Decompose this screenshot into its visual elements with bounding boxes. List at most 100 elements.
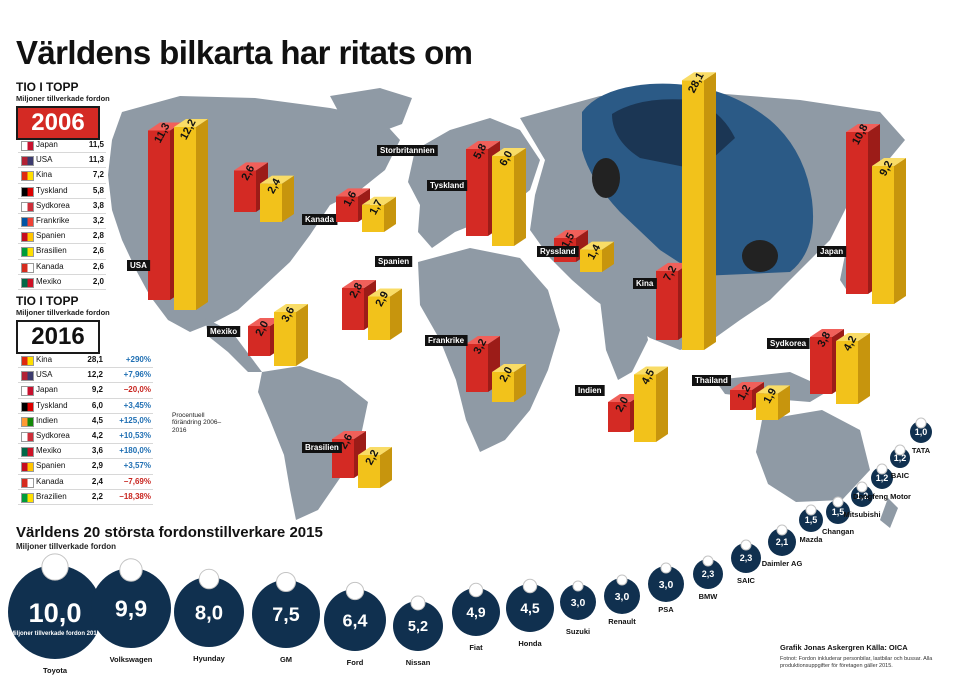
bubble-value: 4,5 xyxy=(520,600,540,616)
country-name: Kanada xyxy=(36,261,64,271)
production-value: 3,8 xyxy=(92,200,104,210)
manufacturer-bubble: 2,1 Daimler AG xyxy=(762,524,803,568)
production-value: 12,2 xyxy=(87,370,103,380)
country-label: Storbritannien xyxy=(380,146,435,155)
flag-icon xyxy=(21,416,34,427)
table-row: Frankrike 3,2 xyxy=(18,214,106,230)
manufacturer-bubble: 1,2 BAIC xyxy=(890,444,910,480)
manufacturer-name: Renault xyxy=(608,617,636,626)
manufacturer-bubble: 3,0 Renault xyxy=(604,574,640,626)
table-row: Mexiko 3,6 +180,0% xyxy=(18,444,153,460)
bubble-circle xyxy=(693,559,723,589)
manufacturer-bubble: 9,9 Volkswagen xyxy=(91,558,171,664)
manufacturer-name: Nissan xyxy=(406,658,431,667)
flag-icon xyxy=(21,401,34,412)
year-2016-badge: 2016 xyxy=(16,320,100,354)
bubble-circle xyxy=(91,568,171,648)
production-value: 11,5 xyxy=(88,140,104,149)
country-label-bg xyxy=(425,335,468,346)
bubble-circle xyxy=(604,578,640,614)
country-label-bg xyxy=(633,278,657,289)
production-value: 4,2 xyxy=(91,430,103,440)
production-value: 9,2 xyxy=(91,385,103,395)
flag-icon xyxy=(21,477,34,488)
brand-logo-icon xyxy=(876,463,888,475)
bubble-circle xyxy=(393,601,443,651)
table-row: Kanada 2,4 –7,69% xyxy=(18,475,153,490)
brand-logo-icon xyxy=(119,558,143,582)
country-name: Mexiko xyxy=(36,446,62,456)
percent-change: –18,38% xyxy=(119,491,151,501)
bubble-circle xyxy=(648,566,684,602)
table-row: Japan 11,5 xyxy=(18,138,106,154)
country-name: Tyskland xyxy=(36,185,68,195)
production-value: 28,1 xyxy=(87,355,103,364)
brand-logo-icon xyxy=(275,571,297,593)
bubble-circle xyxy=(799,508,823,532)
country-name: Kina xyxy=(36,355,53,364)
manufacturer-bubble: 2,3 BMW xyxy=(693,555,723,601)
manufacturer-name: Hyunday xyxy=(193,654,226,663)
car-wheel-rear xyxy=(592,158,620,198)
brand-logo-icon xyxy=(832,496,844,508)
manufacturer-bubbles: 10,0 Toyota Miljoner tillverkade fordon 20… xyxy=(8,417,932,675)
manufacturer-bubble: 5,2 Nissan xyxy=(393,595,443,667)
year-2006-badge: 2006 xyxy=(16,106,100,140)
bubble-circle xyxy=(506,584,554,632)
brand-logo-icon xyxy=(345,581,365,601)
bubble-value: 5,2 xyxy=(408,619,428,635)
percent-change: +3,45% xyxy=(123,400,151,410)
manufacturer-bubble: 8,0 Hyunday xyxy=(174,568,244,663)
bubble-value: 1,2 xyxy=(856,491,869,501)
flag-icon xyxy=(21,141,34,151)
country-name: Frankrike xyxy=(36,215,70,225)
flag-icon xyxy=(21,232,34,243)
manufacturer-name: PSA xyxy=(658,605,674,614)
manufacturer-bubble: 3,0 PSA xyxy=(648,562,684,614)
flag-icon xyxy=(21,186,34,197)
brand-logo-icon xyxy=(468,582,484,598)
flag-icon xyxy=(21,171,34,182)
tio-i-topp-2016-heading: TIO I TOPP xyxy=(16,294,79,308)
country-name: USA xyxy=(36,155,53,165)
manufacturer-name: BMW xyxy=(699,592,719,601)
table-row: Tyskland 6,0 +3,45% xyxy=(18,399,153,414)
new-zealand-shape xyxy=(880,498,898,528)
table-row: Sydkorea 3,8 xyxy=(18,199,106,214)
brand-logo-icon xyxy=(410,595,426,611)
bubble-circle xyxy=(768,528,796,556)
bar-2016: 1,7 xyxy=(362,196,396,232)
bubble-value: 3,0 xyxy=(571,598,586,609)
bar-2016: 2,0 xyxy=(492,364,526,402)
brand-logo-icon xyxy=(522,578,538,594)
tio-i-topp-2006-heading: TIO I TOPP xyxy=(16,80,79,94)
country-name: Mexiko xyxy=(36,276,62,286)
manufacturer-name: Mitsubishi xyxy=(843,510,880,519)
percent-change: +7,96% xyxy=(123,370,151,380)
table-row: Brasilien 2,6 xyxy=(18,244,106,260)
manufacturer-bubble: 1,5 Mazda xyxy=(799,504,823,544)
production-value: 2,8 xyxy=(92,231,104,241)
car-wheel-front xyxy=(742,240,778,272)
table-row: Sydkorea 4,2 +10,53% xyxy=(18,429,153,445)
flag-icon xyxy=(21,201,34,212)
bubble-value: 8,0 xyxy=(195,602,223,624)
manufacturer-name: Daimler AG xyxy=(762,559,803,568)
country-label: Tyskland xyxy=(430,181,464,190)
country-label-bg xyxy=(692,375,732,386)
brand-logo-icon xyxy=(776,524,788,536)
table-row: Indien 4,5 +125,0% xyxy=(18,414,153,429)
production-value: 2,0 xyxy=(92,276,104,286)
bar-2016: 12,2 xyxy=(174,117,208,310)
country-label-bg xyxy=(207,326,241,337)
bubble-center-note: Miljoner tillverkade fordon 2015 xyxy=(10,631,101,637)
